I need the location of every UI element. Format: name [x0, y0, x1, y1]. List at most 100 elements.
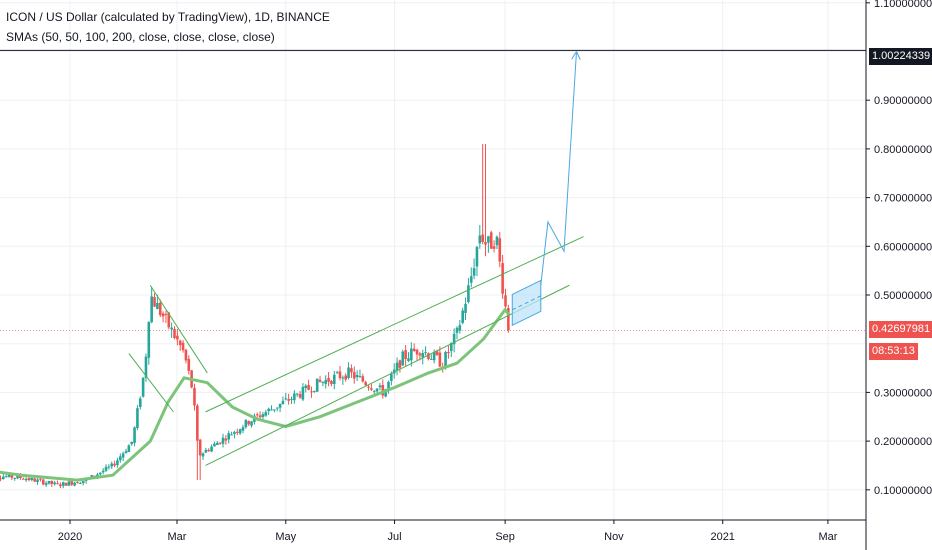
candle-body [290, 398, 293, 400]
candle-body [489, 232, 493, 249]
candle-body [381, 385, 385, 396]
candle-body [170, 327, 173, 330]
sma-line [0, 308, 511, 482]
candle-body [178, 340, 182, 346]
candle-body [412, 348, 416, 352]
candle-body [295, 393, 299, 395]
candle-body [395, 362, 399, 371]
candle-body [233, 432, 236, 435]
candle-body [110, 463, 114, 467]
sma-series [0, 308, 511, 482]
sma-legend[interactable]: SMAs (50, 50, 100, 200, close, close, cl… [6, 30, 275, 44]
candle-body [161, 313, 165, 317]
candle-body [181, 342, 185, 351]
last-price-tag: 0.42697981 [869, 321, 932, 338]
candle-body [81, 480, 85, 484]
candle-body [44, 483, 48, 485]
candle-body [238, 429, 242, 434]
candle-body [492, 246, 496, 249]
candle-body [76, 482, 79, 484]
chart-title: ICON / US Dollar (calculated by TradingV… [6, 10, 330, 24]
candle-body [384, 389, 387, 397]
candle-body [167, 312, 171, 328]
x-tick-label: Nov [604, 531, 624, 543]
candle-body [321, 381, 325, 383]
candle-body [507, 308, 510, 331]
candle-body [27, 478, 31, 480]
candle-body [444, 352, 447, 369]
projection-arrowhead [571, 51, 577, 60]
candle-body [273, 409, 276, 411]
candle-body [298, 394, 302, 398]
candle-body [136, 408, 139, 429]
candle-body [469, 276, 473, 283]
candle-body [156, 302, 159, 310]
candle-body [372, 390, 376, 392]
candle-body [216, 442, 219, 446]
x-tick-label: Mar [818, 531, 837, 543]
candle-body [21, 478, 25, 480]
candle-body [196, 405, 199, 441]
candle-body [141, 377, 145, 397]
candle-body [244, 419, 248, 428]
candle-body [59, 484, 62, 487]
candle-body [270, 409, 273, 411]
candle-body [335, 372, 339, 374]
candle-body [275, 407, 279, 409]
candle-body [107, 466, 111, 468]
candle-body [53, 482, 56, 485]
candle-body [344, 375, 348, 380]
candle-body [398, 360, 402, 368]
candle-body [158, 302, 162, 315]
candle-body [144, 356, 148, 378]
candle-body [104, 466, 108, 471]
x-tick-label: May [275, 531, 296, 543]
candle-body [430, 358, 433, 360]
x-tick-label: 2020 [58, 531, 82, 543]
candle-body [318, 379, 322, 382]
candle-body [475, 247, 479, 267]
candle-body [150, 296, 153, 323]
candle-body [278, 403, 282, 408]
candle-body [64, 482, 68, 486]
candle-body [407, 358, 410, 362]
trend-drawings[interactable] [128, 51, 584, 466]
y-tick-label: 0.70000000 [874, 193, 932, 205]
candle-body [352, 372, 356, 379]
candle-body [113, 463, 116, 466]
candle-body [173, 328, 176, 338]
candle-body [67, 481, 71, 486]
candle-body [484, 242, 487, 245]
candle-body [455, 327, 459, 333]
candle-body [224, 438, 228, 441]
candle-body [127, 445, 131, 453]
candle-body [410, 348, 413, 361]
candle-body [310, 391, 313, 393]
candle-body [184, 349, 188, 361]
target-price-tag: 1.00224339 [869, 48, 932, 65]
candle-body [361, 376, 365, 382]
candle-body [41, 479, 45, 485]
candle-body [424, 352, 427, 354]
candle-body [235, 431, 239, 433]
candle-body [281, 400, 285, 405]
candle-body [124, 451, 128, 454]
candle-body [250, 421, 253, 426]
candle-body [472, 268, 476, 276]
candle-body [390, 373, 393, 381]
y-tick-label: 0.30000000 [874, 387, 932, 399]
candle-body [478, 235, 482, 244]
candle-body [387, 381, 390, 389]
candle-body [118, 456, 122, 461]
reference-price-lines [0, 49, 866, 332]
candle-body [24, 478, 28, 481]
candle-body [378, 385, 382, 388]
candle-body [324, 379, 328, 384]
candle-body [467, 285, 470, 303]
candle-body [153, 297, 156, 307]
grid-lines [0, 0, 866, 520]
candle-body [304, 385, 308, 388]
candle-body [121, 453, 125, 458]
